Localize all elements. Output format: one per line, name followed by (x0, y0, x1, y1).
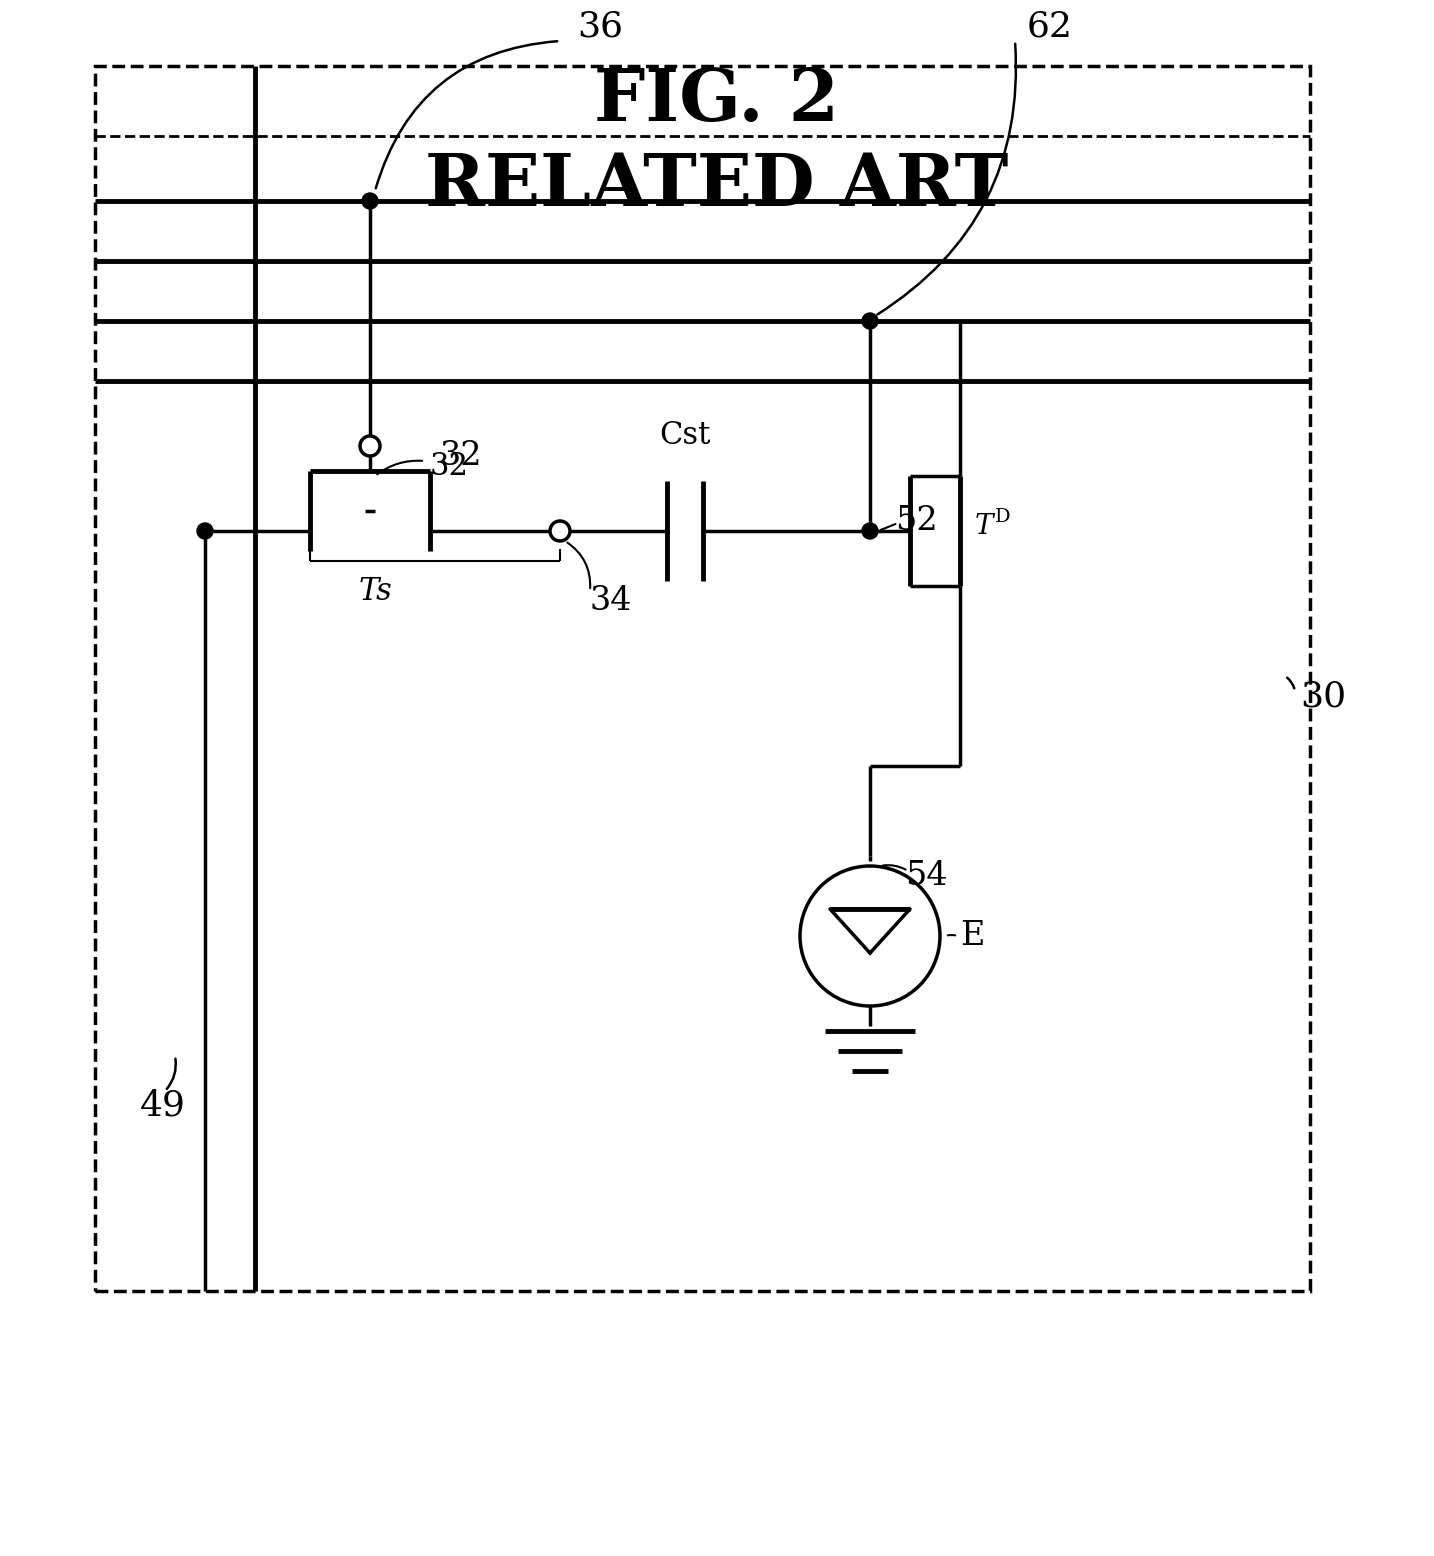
Text: 36: 36 (576, 9, 622, 44)
Text: RELATED ART: RELATED ART (426, 149, 1008, 221)
Circle shape (862, 523, 878, 538)
Text: Cst: Cst (660, 420, 711, 451)
Text: 34: 34 (589, 585, 632, 618)
Text: 54: 54 (905, 860, 948, 892)
Text: 32: 32 (440, 440, 482, 471)
Text: Ts: Ts (358, 576, 391, 607)
Circle shape (360, 436, 380, 456)
Circle shape (551, 521, 569, 541)
Circle shape (361, 193, 379, 209)
Circle shape (196, 523, 214, 538)
Text: FIG. 2: FIG. 2 (595, 64, 839, 135)
Text: 52: 52 (895, 506, 938, 537)
Text: T: T (975, 512, 994, 540)
Bar (95, 65, 1311, 1291)
Text: D: D (995, 507, 1011, 526)
Text: 49: 49 (141, 1089, 186, 1123)
Circle shape (862, 313, 878, 328)
Text: 32: 32 (430, 451, 469, 481)
Circle shape (552, 523, 568, 538)
Text: 62: 62 (1027, 9, 1073, 44)
Text: 30: 30 (1301, 678, 1347, 713)
Text: E: E (959, 920, 984, 952)
